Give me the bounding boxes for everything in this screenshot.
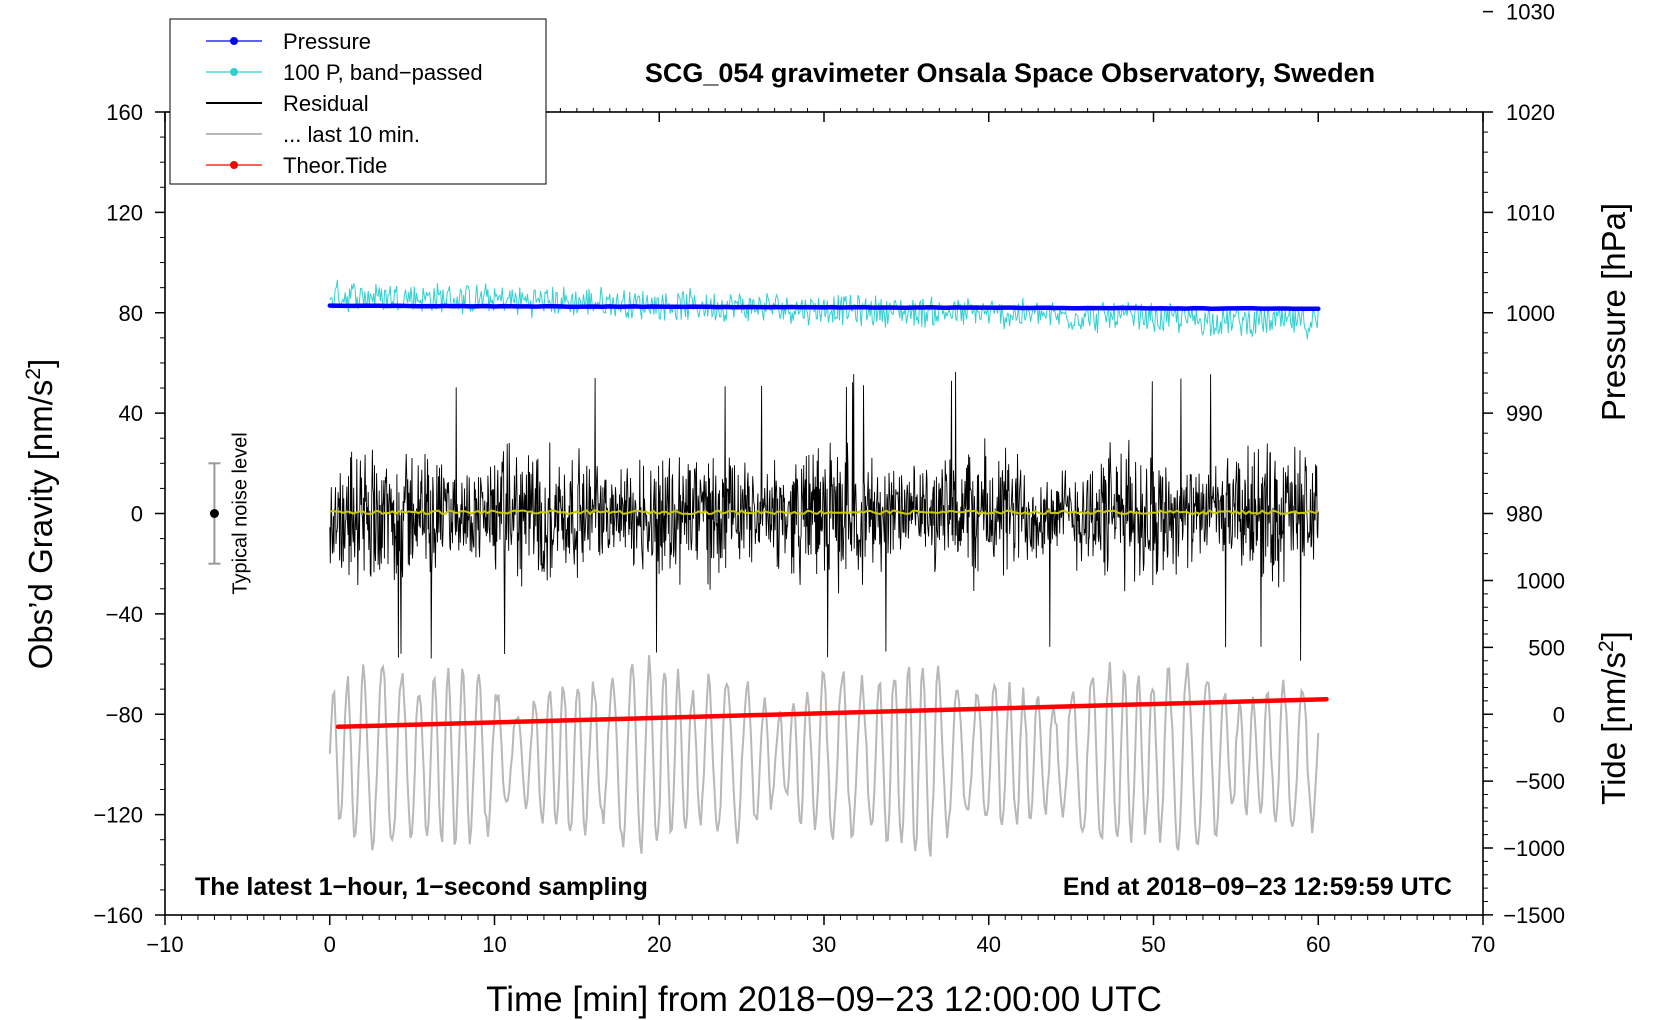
legend-dot	[230, 161, 238, 169]
x-tick-label: 70	[1471, 932, 1495, 957]
legend-items: Pressure 100 P, band−passed Residual ... la…	[206, 29, 483, 178]
series-residual	[329, 371, 1319, 661]
legend-label: 100 P, band−passed	[283, 60, 483, 85]
annotation-sampling: The latest 1−hour, 1−second sampling	[195, 873, 648, 901]
y-tick-label: 40	[119, 401, 143, 426]
x-tick-label: 50	[1141, 932, 1165, 957]
tide-tick-label: 1000	[1516, 569, 1565, 594]
noise-dot	[209, 509, 219, 518]
y-tick-label: 0	[131, 502, 143, 527]
x-tick-label: 40	[977, 932, 1001, 957]
y-tick-label: 80	[119, 301, 143, 326]
annotation-end-time: End at 2018−09−23 12:59:59 UTC	[1063, 873, 1452, 901]
x-tick-label: 60	[1306, 932, 1330, 957]
y-axis-right: 1030 1020 1010 1000 990 980 1000 500 0 −500 −1000 −…	[1483, 0, 1565, 928]
x-tick-label: 20	[647, 932, 671, 957]
series-band-passed-pressure	[329, 279, 1319, 340]
y-tick-label: 120	[106, 200, 143, 225]
x-axis-label: Time [min] from 2018−09−23 12:00:00 UTC	[486, 980, 1162, 1019]
x-axis: −10 0 10 20 30 40 50 60 70	[146, 108, 1495, 957]
series-layer	[327, 279, 1329, 857]
series-theor-tide	[335, 696, 1329, 730]
pressure-tick-label: 990	[1506, 401, 1543, 426]
pressure-tick-label: 1020	[1506, 100, 1555, 125]
series-pressure	[327, 303, 1321, 312]
y-axis-left: 160 120 80 40 0 −40 −80 −120 −160	[93, 100, 165, 928]
legend-label: Theor.Tide	[283, 153, 387, 178]
noise-indicator: Typical noise level	[208, 432, 251, 595]
tide-tick-label: 0	[1553, 702, 1565, 727]
noise-label: Typical noise level	[229, 432, 251, 594]
pressure-tick-label: 980	[1506, 502, 1543, 527]
y-tick-label: −160	[93, 903, 143, 928]
pressure-tick-label: 1010	[1506, 200, 1555, 225]
legend-label: ... last 10 min.	[283, 122, 420, 147]
series-residual-mean	[329, 509, 1319, 516]
tide-tick-label: −500	[1515, 769, 1565, 794]
x-tick-label: 30	[812, 932, 836, 957]
pressure-tick-label: 1030	[1506, 0, 1555, 25]
legend-dot	[230, 68, 238, 76]
tide-tick-label: 500	[1528, 635, 1565, 660]
chart-title: SCG_054 gravimeter Onsala Space Observat…	[645, 58, 1375, 88]
legend-label: Residual	[283, 91, 369, 116]
legend-box	[169, 18, 547, 185]
y-tick-label: −120	[93, 803, 143, 828]
x-tick-label: 10	[482, 932, 506, 957]
x-tick-label: 0	[324, 932, 336, 957]
tide-tick-label: −1000	[1503, 836, 1565, 861]
y-axis-label-tide: Tide [nm/s2]	[1595, 631, 1632, 805]
legend-label: Pressure	[283, 29, 371, 54]
y-axis-label-pressure: Pressure [hPa]	[1595, 203, 1632, 421]
y-tick-label: 160	[106, 100, 143, 125]
y-axis-label-left: Obs’d Gravity [nm/s2]	[22, 359, 59, 670]
y-tick-label: −40	[106, 602, 143, 627]
tide-tick-label: −1500	[1503, 903, 1565, 928]
legend-dot	[230, 37, 238, 45]
series-last-10-min	[328, 654, 1320, 857]
pressure-tick-label: 1000	[1506, 301, 1555, 326]
y-tick-label: −80	[106, 702, 143, 727]
legend: Pressure 100 P, band−passed Residual ... la…	[169, 18, 547, 185]
x-tick-label: −10	[146, 932, 183, 957]
